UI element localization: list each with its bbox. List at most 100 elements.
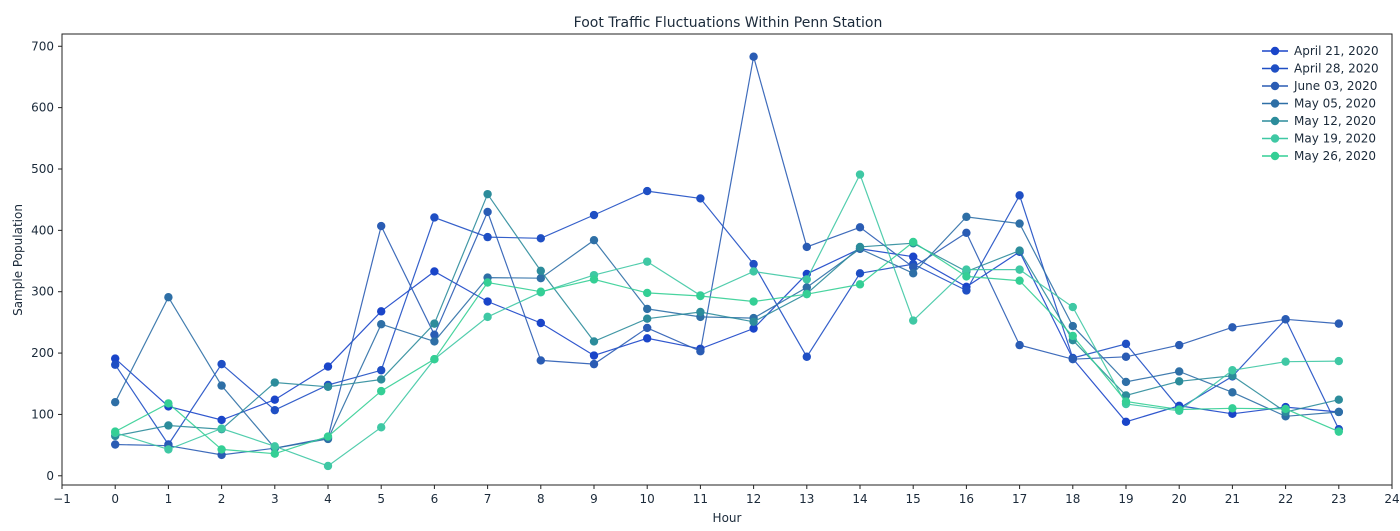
data-point	[323, 362, 333, 371]
data-point	[749, 267, 758, 276]
data-point	[909, 252, 918, 261]
x-tick-label: 10	[640, 492, 655, 506]
data-point	[802, 283, 811, 292]
data-point	[589, 210, 599, 220]
data-point	[962, 265, 971, 274]
legend-marker	[1270, 116, 1280, 126]
series-line	[115, 192, 1339, 437]
data-point	[164, 445, 173, 454]
x-tick-label: 24	[1384, 492, 1399, 506]
x-tick-label: 14	[852, 492, 867, 506]
legend-marker	[1270, 46, 1280, 56]
plot-frame	[61, 33, 1393, 486]
x-tick-label: 22	[1278, 492, 1293, 506]
data-point	[483, 232, 492, 242]
series-group	[111, 52, 1344, 460]
legend-label: June 03, 2020	[1293, 79, 1377, 93]
data-point	[111, 440, 120, 449]
y-axis-label: Sample Population	[11, 204, 25, 316]
data-point	[1334, 319, 1344, 328]
data-point	[111, 354, 120, 363]
data-point	[1068, 321, 1078, 331]
legend-marker	[1270, 64, 1280, 73]
data-point	[323, 432, 333, 441]
data-point	[483, 207, 492, 217]
series-line	[114, 248, 1339, 423]
data-point	[909, 316, 918, 325]
y-tick-label: 0	[46, 469, 54, 483]
data-point	[1015, 276, 1024, 285]
data-point	[430, 355, 439, 364]
data-point	[1175, 340, 1184, 350]
data-point	[483, 278, 492, 287]
x-tick-label: 12	[746, 492, 761, 506]
data-point	[589, 275, 599, 284]
data-point	[1121, 377, 1131, 387]
y-tick-label: 400	[31, 223, 54, 237]
legend-item: May 26, 2020	[1262, 149, 1376, 163]
series-group	[111, 237, 1344, 458]
legend-label: May 12, 2020	[1294, 114, 1376, 128]
data-point	[749, 52, 758, 61]
x-tick-label: 18	[1065, 492, 1080, 506]
data-point	[643, 288, 652, 298]
y-tick-label: 600	[31, 101, 54, 115]
data-point	[377, 386, 386, 396]
data-point	[270, 395, 279, 404]
data-point	[377, 320, 386, 329]
data-point	[111, 397, 120, 407]
data-point	[1334, 427, 1344, 436]
x-tick-label: 15	[906, 492, 921, 506]
legend-label: April 28, 2020	[1294, 62, 1379, 76]
data-point	[1228, 404, 1237, 413]
data-point	[1121, 397, 1131, 406]
data-point	[1281, 315, 1290, 324]
legend-item: May 12, 2020	[1262, 114, 1376, 128]
data-point	[1015, 265, 1024, 274]
data-point	[111, 427, 120, 436]
data-point	[1334, 356, 1344, 366]
x-tick-label: 16	[959, 492, 974, 506]
y-tick-label: 300	[31, 285, 54, 299]
data-point	[749, 324, 758, 333]
x-tick-label: 2	[218, 492, 226, 506]
data-point	[164, 399, 173, 408]
series-group	[111, 189, 1344, 441]
data-point	[111, 360, 120, 369]
data-point	[855, 280, 865, 289]
chart-title: Foot Traffic Fluctuations Within Penn St…	[574, 15, 883, 31]
x-tick-label: 23	[1331, 492, 1346, 506]
data-point	[1015, 340, 1024, 350]
data-point	[909, 237, 918, 247]
x-axis-label: Hour	[713, 511, 742, 525]
data-point	[217, 415, 226, 425]
data-point	[164, 421, 173, 430]
data-point	[377, 221, 386, 231]
data-point	[536, 318, 545, 328]
series-line	[115, 172, 1339, 467]
data-point	[802, 242, 811, 252]
y-tick-label: 200	[31, 346, 54, 360]
data-point	[643, 186, 652, 196]
data-point	[483, 189, 492, 199]
data-point	[696, 291, 705, 301]
data-point	[696, 347, 705, 356]
series-group	[111, 212, 1344, 453]
data-point	[1334, 407, 1344, 417]
data-point	[855, 269, 865, 278]
data-point	[1121, 417, 1131, 426]
data-point	[1175, 377, 1184, 386]
x-tick-label: 11	[693, 492, 708, 506]
data-point	[270, 405, 279, 415]
data-point	[1068, 331, 1078, 341]
data-point	[802, 289, 811, 299]
y-tick-label: 100	[31, 407, 54, 421]
data-point	[430, 330, 439, 339]
data-point	[377, 366, 386, 375]
x-tick-label: 19	[1118, 492, 1133, 506]
series-line	[114, 241, 1340, 455]
data-point	[217, 359, 226, 369]
data-point	[855, 242, 865, 252]
x-tick-label: 8	[537, 492, 545, 506]
series-line	[115, 56, 1339, 456]
